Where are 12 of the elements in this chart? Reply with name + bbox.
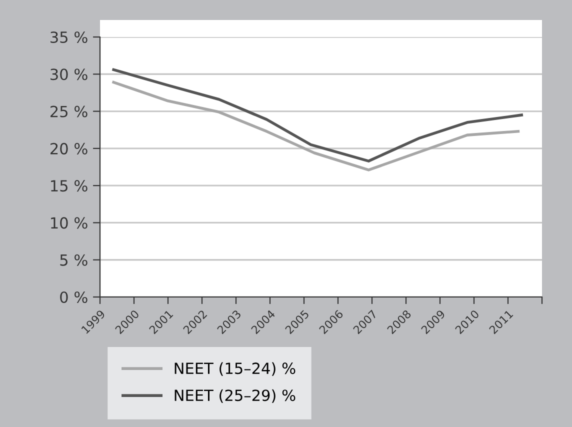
y-tick-label: 25 % — [50, 106, 88, 118]
y-tick-label: 15 % — [51, 180, 88, 192]
line-series — [112, 68, 523, 162]
y-tick-label: 10 % — [51, 217, 88, 229]
y-tick-label: 0 % — [60, 291, 88, 304]
line-series — [112, 80, 520, 172]
y-tick-label: 5 % — [60, 254, 88, 266]
legend-label: NEET (15–24) % — [174, 362, 296, 376]
y-tick-label: 30 % — [50, 68, 88, 80]
y-tick-label: 35 % — [50, 31, 88, 44]
y-tick-label: 20 % — [50, 142, 88, 154]
legend-label: NEET (25–29) % — [174, 389, 296, 403]
